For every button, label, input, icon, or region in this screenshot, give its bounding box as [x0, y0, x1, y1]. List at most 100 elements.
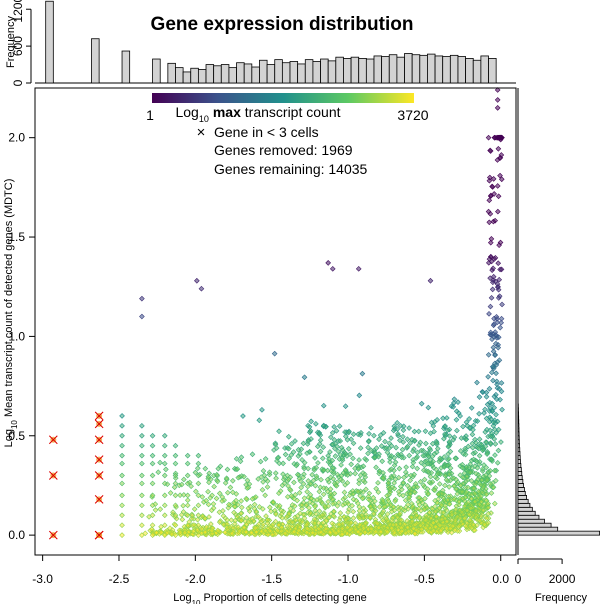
- gene-point: [443, 518, 450, 525]
- gene-point: [231, 503, 238, 510]
- gene-point: [339, 531, 345, 538]
- gene-point: [195, 502, 202, 509]
- gene-point: [453, 486, 459, 493]
- gene-point: [425, 490, 432, 497]
- gene-point: [270, 499, 277, 505]
- gene-point: [344, 480, 351, 486]
- gene-point: [139, 480, 145, 487]
- gene-point: [478, 477, 485, 483]
- gene-point: [193, 488, 199, 495]
- gene-point: [400, 492, 406, 499]
- right-histogram-bar: [517, 411, 519, 417]
- gene-point: [274, 527, 281, 534]
- gene-point: [184, 460, 191, 467]
- gene-point: [495, 208, 501, 215]
- gene-point: [153, 529, 160, 536]
- gene-point: [492, 452, 498, 458]
- top-histogram-bar: [190, 67, 199, 84]
- gene-point: [244, 485, 251, 491]
- gene-point: [312, 455, 318, 461]
- gene-point: [418, 400, 425, 407]
- gene-point: [287, 486, 293, 493]
- gene-point: [340, 447, 346, 453]
- gene-point: [304, 450, 310, 457]
- gene-point: [350, 515, 357, 521]
- gene-point: [119, 512, 125, 519]
- gene-point: [490, 377, 496, 384]
- gene-point: [350, 491, 356, 497]
- gene-point: [294, 471, 301, 478]
- gene-point: [172, 492, 179, 499]
- gene-point: [227, 484, 234, 491]
- gene-point: [258, 518, 265, 525]
- gene-point: [368, 447, 375, 454]
- gene-point: [172, 442, 179, 449]
- gene-point: [224, 489, 231, 496]
- gene-point: [489, 183, 495, 190]
- gene-point: [210, 505, 217, 511]
- x-tick-label: -1.0: [338, 572, 359, 586]
- gene-point: [425, 460, 431, 467]
- gene-point: [327, 449, 333, 455]
- gene-point: [119, 472, 125, 479]
- right-histogram-bar: [517, 506, 533, 512]
- gene-point: [215, 527, 221, 534]
- gene-point: [263, 513, 269, 519]
- removed-gene-cross: [94, 411, 104, 421]
- gene-point: [373, 445, 380, 451]
- gene-point: [194, 516, 201, 523]
- gene-point: [447, 433, 453, 439]
- gene-point: [478, 499, 485, 505]
- right-histogram-bar: [517, 487, 525, 492]
- gene-point: [420, 482, 427, 489]
- gene-point: [222, 480, 229, 486]
- gene-point: [419, 499, 426, 506]
- removed-gene-cross: [94, 471, 104, 480]
- gene-point: [266, 527, 273, 534]
- x-axis-label: Log10 Proportion of cells detecting gene: [173, 592, 367, 604]
- gene-point: [433, 466, 440, 473]
- gene-point: [446, 439, 453, 445]
- gene-point: [495, 284, 501, 291]
- gene-point: [470, 485, 477, 492]
- gene-point: [487, 239, 494, 246]
- gene-point: [139, 452, 145, 459]
- gene-point: [330, 476, 337, 482]
- gene-point: [387, 486, 394, 493]
- gene-point: [484, 477, 491, 483]
- gene-point: [481, 410, 487, 416]
- top-histogram-bar: [167, 62, 176, 84]
- gene-point: [290, 449, 297, 455]
- gene-point: [320, 491, 327, 498]
- gene-point: [418, 447, 425, 454]
- top-histogram-bar: [45, 0, 54, 84]
- gene-point: [474, 458, 480, 465]
- right-histogram-bar: [517, 502, 531, 508]
- gene-point: [235, 474, 242, 481]
- gene-point: [265, 531, 271, 538]
- top-histogram-bar: [152, 58, 161, 84]
- gene-point: [317, 437, 324, 444]
- gene-point: [195, 472, 202, 479]
- gene-point: [491, 191, 497, 197]
- gene-point: [450, 404, 457, 410]
- gene-point: [357, 445, 364, 451]
- gene-point: [371, 432, 377, 439]
- gene-point: [457, 413, 463, 419]
- right-histogram-bar: [517, 427, 520, 433]
- gene-point: [385, 498, 392, 504]
- chart-title: Gene expression distribution: [151, 14, 414, 35]
- gene-point: [404, 436, 411, 443]
- gene-point: [308, 418, 314, 425]
- top-histogram-bar: [297, 63, 306, 84]
- gene-point: [325, 260, 332, 266]
- gene-point: [431, 451, 438, 457]
- removed-gene-cross: [94, 419, 104, 429]
- gene-point: [209, 530, 216, 537]
- top-histogram-bar: [182, 71, 192, 84]
- top-histogram-bar: [274, 59, 283, 84]
- gene-point: [139, 313, 145, 320]
- gene-point: [473, 439, 479, 446]
- gene-point: [318, 523, 324, 530]
- gene-point: [237, 458, 244, 465]
